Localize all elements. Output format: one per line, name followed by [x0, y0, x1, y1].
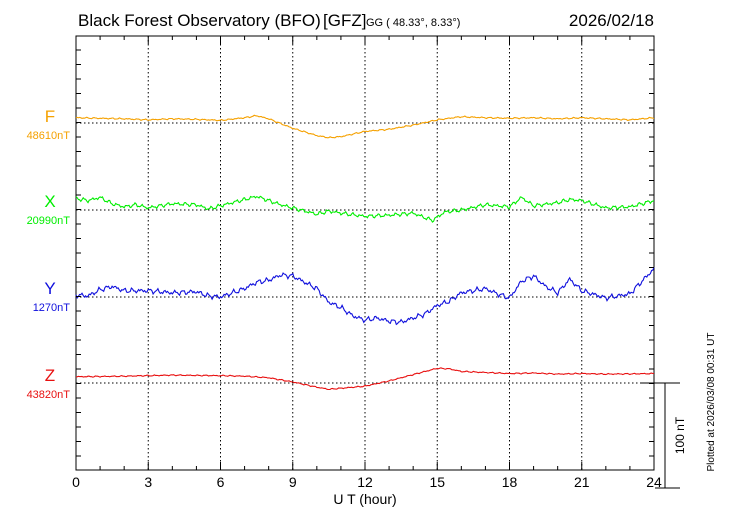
component-labels: F 48610nT X 20990nT Y 1270nT Z 43820nT: [27, 107, 71, 401]
scale-bar: 100 nT: [640, 382, 687, 489]
trace-f: [75, 114, 655, 139]
plot-date: 2026/02/18: [569, 11, 654, 30]
component-label-z: Z: [45, 366, 55, 385]
component-label-y: Y: [44, 279, 55, 298]
x-tick-label: 6: [217, 474, 225, 490]
x-tick-label: 24: [646, 474, 662, 490]
baseline-value-z: 43820nT: [27, 389, 71, 401]
x-tick-label: 18: [502, 474, 518, 490]
baseline-value-y: 1270nT: [33, 302, 71, 314]
x-tick-label: 12: [357, 474, 373, 490]
x-tick-label: 15: [429, 474, 445, 490]
baseline-value-x: 20990nT: [27, 215, 71, 227]
x-axis: 0 3 6 9 12 15 18 21 24: [72, 36, 662, 490]
trace-x: [75, 195, 655, 223]
component-label-x: X: [44, 192, 55, 211]
grid: [147, 36, 583, 470]
baseline-value-f: 48610nT: [27, 130, 71, 142]
plotted-timestamp: Plotted at 2026/03/08 00:31 UT: [706, 333, 717, 472]
baselines: [76, 122, 654, 384]
x-tick-label: 0: [72, 474, 80, 490]
x-tick-label: 3: [144, 474, 152, 490]
x-axis-label: U T (hour): [333, 491, 396, 507]
scale-bar-label: 100 nT: [673, 416, 687, 454]
trace-y: [75, 266, 655, 326]
component-label-f: F: [45, 107, 55, 126]
x-tick-label: 21: [574, 474, 590, 490]
station-coordinates: GG ( 48.33°, 8.33°): [366, 17, 460, 29]
source-label: [GFZ]: [323, 11, 366, 30]
chart-title: Black Forest Observatory (BFO): [78, 11, 321, 30]
traces: [75, 114, 655, 391]
x-tick-label: 9: [289, 474, 297, 490]
trace-z: [75, 367, 654, 391]
